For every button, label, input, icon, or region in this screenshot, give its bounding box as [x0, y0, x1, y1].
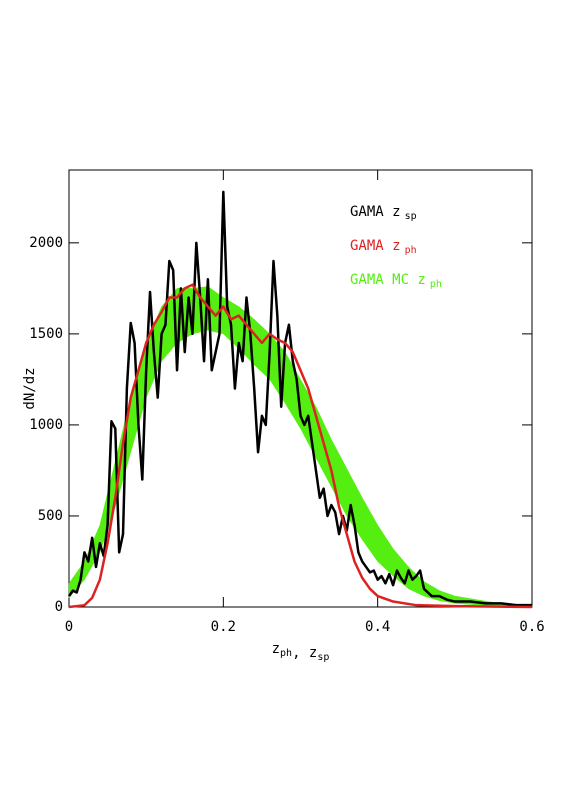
- y-tick-label: 0: [55, 599, 63, 615]
- band-area: [68, 286, 533, 608]
- x-tick-label: 0.4: [365, 619, 390, 635]
- legend-name: GAMA MC z: [350, 272, 426, 288]
- y-axis-label: dN/dz: [22, 367, 38, 409]
- x-axis-label-part: z: [272, 641, 280, 657]
- legend-entry: GAMA z sp: [350, 204, 417, 222]
- y-tick-label: 1500: [29, 326, 63, 342]
- series-line: [67, 190, 532, 607]
- x-tick-label: 0: [65, 619, 73, 635]
- series-line: [68, 283, 533, 609]
- x-axis-label: zph, zsp: [272, 641, 330, 663]
- y-tick-label: 1000: [29, 417, 63, 433]
- legend-name: GAMA z: [350, 204, 401, 220]
- plot-frame: [68, 169, 533, 608]
- x-axis-label-sub: ph: [280, 648, 292, 659]
- legend-sub: ph: [405, 245, 417, 256]
- y-tick-label: 500: [38, 508, 63, 524]
- legend-sub: ph: [430, 279, 442, 290]
- x-axis-label-part: , z: [292, 645, 317, 661]
- legend-name: GAMA z: [350, 238, 401, 254]
- legend-entry: GAMA MC z ph: [350, 272, 442, 290]
- y-tick-label: 2000: [29, 235, 63, 251]
- x-tick-label: 0.2: [211, 619, 236, 635]
- x-axis-label-sub: sp: [317, 652, 329, 663]
- legend-entry: GAMA z ph: [350, 238, 417, 256]
- x-tick-label: 0.6: [519, 619, 544, 635]
- legend-sub: sp: [405, 211, 417, 222]
